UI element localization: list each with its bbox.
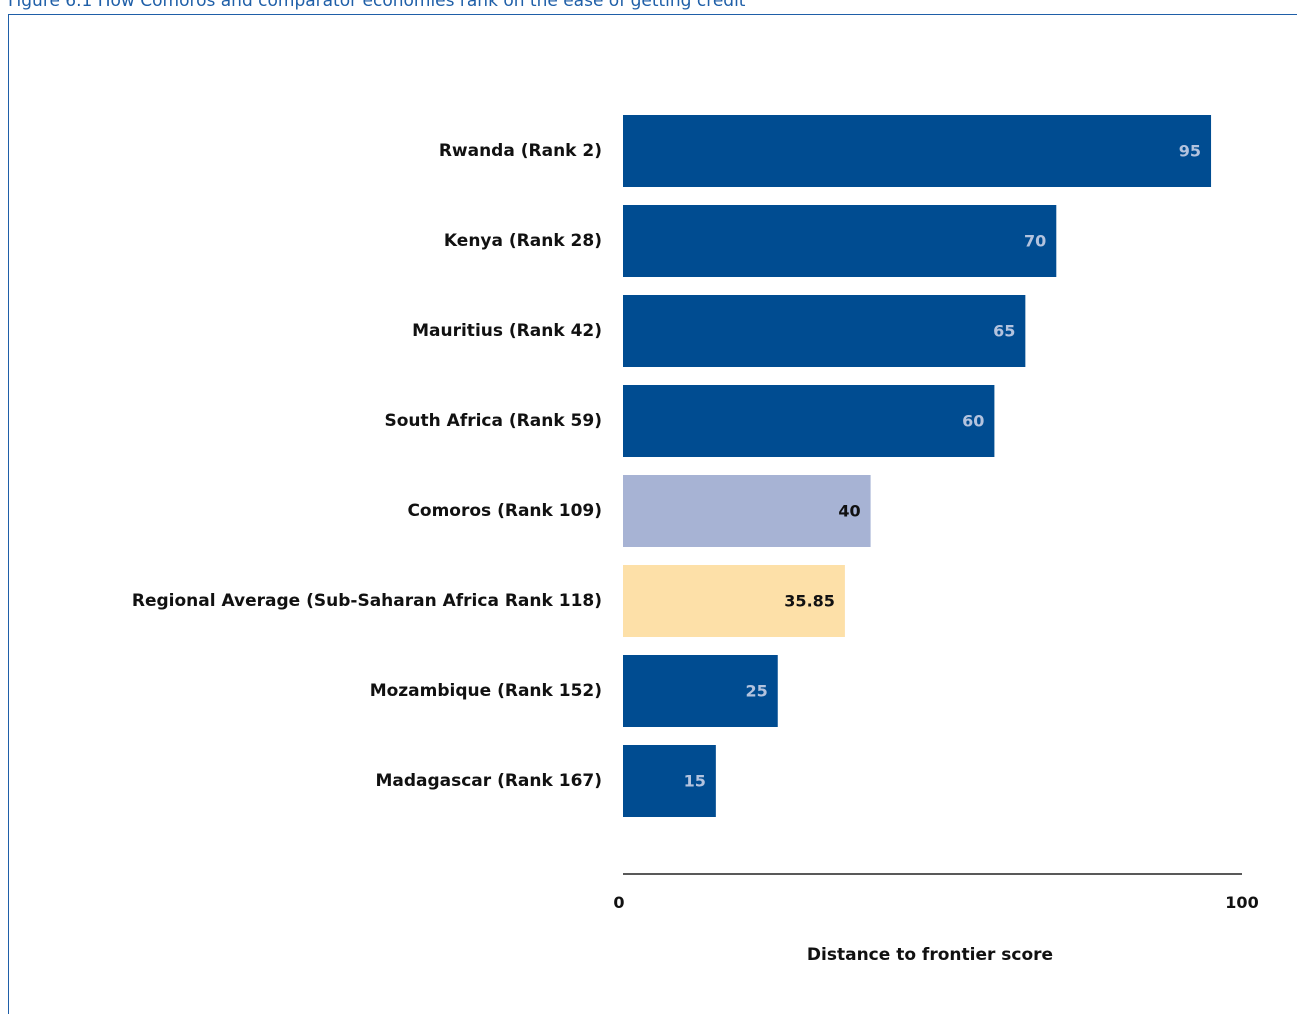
bars-group: Rwanda (Rank 2) 95 Kenya (Rank 28) 70 Maurit…	[132, 115, 1212, 817]
bar-2	[623, 295, 1026, 367]
figure-frame	[8, 14, 1297, 1014]
bar-6	[623, 655, 778, 727]
category-label-7: Madagascar (Rank 167)	[375, 771, 602, 791]
figure-caption: Figure 6.1 How Comoros and comparator ec…	[8, 0, 746, 11]
x-axis-label: Distance to frontier score	[807, 945, 1053, 965]
category-label-4: Comoros (Rank 109)	[407, 501, 602, 521]
value-label-0: 95	[1179, 142, 1201, 161]
value-label-7: 15	[684, 772, 706, 791]
category-label-3: South Africa (Rank 59)	[385, 411, 603, 431]
value-label-3: 60	[962, 412, 984, 431]
bar-4	[623, 475, 871, 547]
value-label-6: 25	[745, 682, 767, 701]
category-label-2: Mauritius (Rank 42)	[412, 321, 602, 341]
x-tick-label-0: 0	[613, 893, 624, 912]
bar-7	[623, 745, 716, 817]
category-label-5: Regional Average (Sub-Saharan Africa Ran…	[132, 591, 602, 611]
category-label-0: Rwanda (Rank 2)	[439, 141, 602, 161]
x-tick-label-100: 100	[1225, 893, 1258, 912]
value-label-1: 70	[1024, 232, 1046, 251]
category-label-1: Kenya (Rank 28)	[444, 231, 602, 251]
category-label-6: Mozambique (Rank 152)	[370, 681, 602, 701]
bar-5	[623, 565, 845, 637]
value-label-2: 65	[993, 322, 1015, 341]
value-label-5: 35.85	[784, 592, 835, 611]
bar-3	[623, 385, 995, 457]
bar-1	[623, 205, 1057, 277]
value-label-4: 40	[838, 502, 860, 521]
bar-0	[623, 115, 1212, 187]
